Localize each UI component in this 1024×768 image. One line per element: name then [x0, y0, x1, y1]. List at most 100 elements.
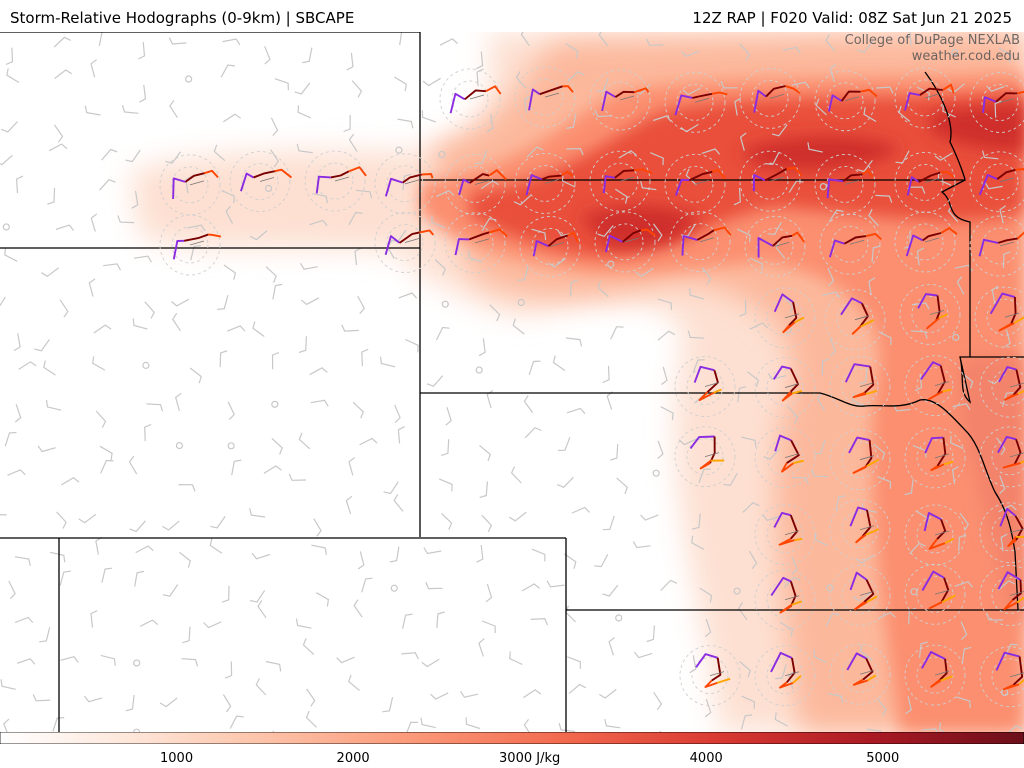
hodograph-trace	[860, 319, 875, 328]
hodograph-trace	[791, 389, 803, 395]
wind-barb	[14, 404, 22, 423]
hodograph-ring	[814, 70, 876, 132]
hodograph-ring	[526, 78, 564, 116]
hodograph-trace	[1013, 439, 1022, 465]
calm-wind-marker	[733, 587, 741, 595]
wind-barbs	[0, 32, 1023, 732]
wind-barb	[78, 513, 97, 524]
hodograph-ring	[904, 644, 966, 706]
hodograph-ring	[304, 150, 366, 212]
hodograph-ring	[444, 212, 506, 274]
wind-barb	[956, 276, 965, 295]
hodograph-trace	[778, 681, 794, 689]
hodograph-ring	[899, 284, 961, 345]
wind-barb	[960, 621, 968, 640]
wind-barb	[4, 431, 17, 447]
hodograph-trace	[939, 658, 948, 681]
wind-barb	[101, 148, 118, 161]
wind-barb	[95, 410, 107, 428]
storm-motion-vector	[784, 453, 800, 458]
wind-barb	[740, 714, 753, 730]
hodograph	[444, 154, 508, 215]
wind-barb	[737, 228, 751, 243]
hodograph-trace	[640, 228, 656, 237]
hodograph-trace	[936, 519, 947, 540]
storm-motion-vector	[999, 177, 1015, 183]
hodograph-trace	[905, 234, 924, 257]
wind-barb	[389, 546, 400, 563]
hodograph-ring	[589, 150, 651, 212]
hodograph-ring	[841, 576, 879, 614]
hodograph-trace	[547, 234, 569, 247]
hodograph-ring	[904, 427, 966, 489]
hodograph	[754, 287, 816, 349]
wind-barb	[602, 584, 619, 597]
hodograph-ring	[386, 224, 424, 261]
wind-barb	[821, 358, 830, 376]
hodograph-trace	[840, 90, 861, 102]
hodograph-trace	[1007, 536, 1017, 548]
calm-wind-marker	[271, 400, 279, 408]
wind-barb	[771, 124, 788, 137]
storm-motion-vector	[859, 590, 875, 596]
hodograph-trace	[846, 652, 867, 671]
wind-barb	[509, 651, 523, 666]
hodograph-ring	[754, 504, 816, 566]
hodograph-trace	[562, 85, 574, 93]
wind-barb	[508, 511, 527, 522]
wind-barb	[633, 651, 653, 659]
storm-motion-vector	[784, 313, 800, 319]
wind-barb	[95, 536, 103, 555]
hodograph-trace	[674, 94, 693, 116]
wind-barb	[685, 168, 697, 186]
storm-motion-vector	[694, 179, 710, 185]
hodograph-ring	[904, 563, 966, 625]
wind-barb	[222, 38, 241, 46]
hodograph-ring	[171, 166, 209, 204]
wind-barb	[49, 551, 66, 563]
wind-barb	[734, 97, 742, 116]
hodograph	[754, 357, 816, 419]
wind-barb	[723, 472, 738, 487]
hodograph-ring	[451, 80, 489, 118]
wind-barb	[98, 32, 107, 47]
wind-barb	[949, 435, 964, 450]
wind-barb	[441, 439, 450, 456]
hodograph-trace	[1011, 579, 1022, 601]
wind-barb	[680, 123, 699, 133]
hodograph	[979, 426, 1024, 488]
wind-barb	[441, 512, 453, 530]
wind-barb	[552, 355, 566, 372]
hodograph-trace	[622, 229, 642, 243]
wind-barb	[996, 437, 1006, 456]
hodograph	[904, 563, 966, 625]
hodograph-ring	[316, 162, 354, 200]
wind-barb	[227, 401, 235, 421]
wind-barb	[8, 580, 16, 600]
storm-motion-vector	[929, 310, 945, 315]
hodograph	[754, 645, 816, 707]
hodograph-trace	[698, 391, 715, 402]
wind-barb	[271, 437, 283, 455]
hodograph	[829, 643, 891, 705]
hodograph-trace	[1018, 678, 1024, 686]
wind-barb	[829, 337, 837, 357]
wind-barb	[431, 215, 446, 229]
wind-barb	[0, 296, 6, 307]
wind-barb	[300, 297, 320, 306]
hodograph-trace	[940, 170, 955, 178]
hodograph-ring	[826, 165, 864, 203]
hodograph-ring	[904, 355, 966, 417]
calm-wind-marker	[910, 588, 918, 596]
wind-barb	[691, 513, 701, 530]
hodograph-trace	[938, 313, 948, 319]
wind-barb	[352, 401, 365, 419]
hodograph-ring	[739, 150, 801, 212]
hodograph-trace	[699, 459, 712, 470]
wind-barb	[226, 325, 246, 332]
hodograph-trace	[827, 94, 843, 112]
wind-barb	[125, 149, 141, 163]
hodograph-ring	[894, 67, 956, 129]
colorbar-tick-label: 5000	[866, 751, 900, 766]
hodograph	[904, 427, 966, 489]
